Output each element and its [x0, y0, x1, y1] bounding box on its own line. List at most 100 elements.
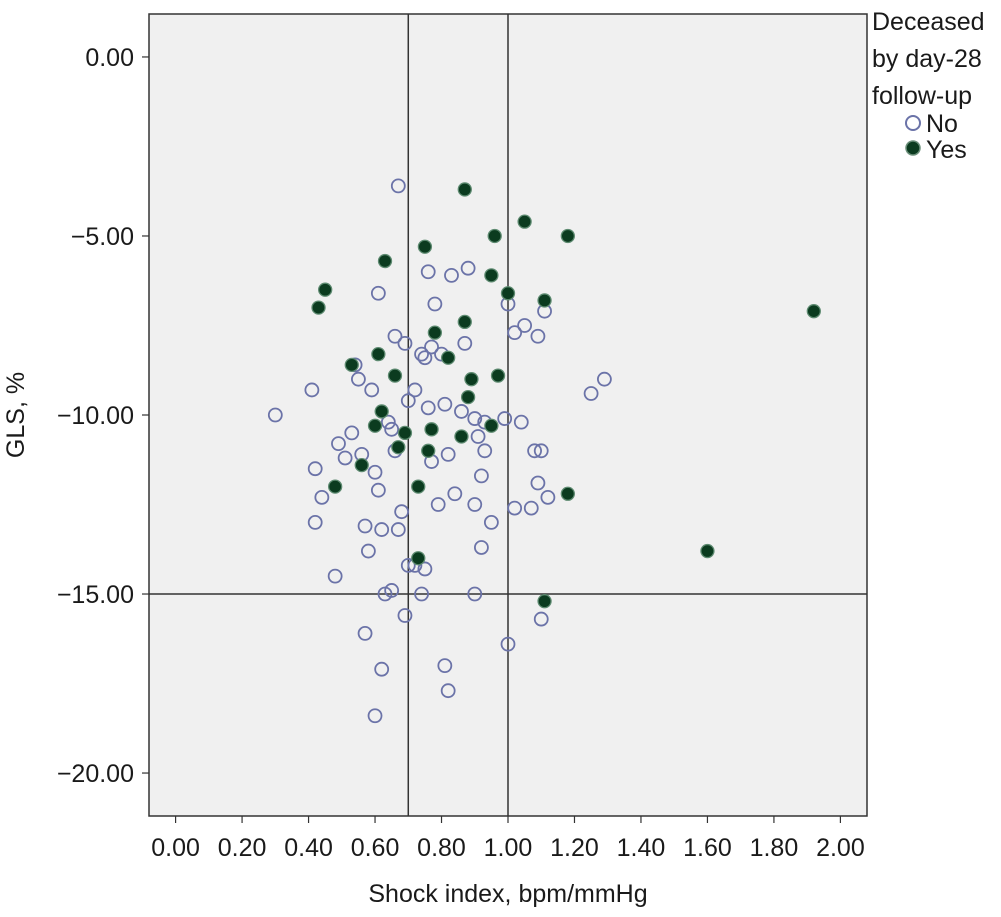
legend: Deceased by day-28 follow-up No Yes [872, 8, 985, 164]
point-yes [421, 443, 436, 458]
point-yes [371, 346, 386, 362]
point-no [420, 264, 436, 280]
point-no [447, 486, 463, 502]
point-yes [460, 389, 476, 405]
point-yes [411, 551, 426, 566]
legend-title-line-2: by day-28 [872, 45, 982, 73]
y-tick-label: −5.00 [71, 223, 134, 251]
y-axis: 0.00 −5.00 −10.00 −15.00 −20.00 [57, 44, 149, 788]
point-no [533, 611, 549, 627]
point-no [457, 335, 473, 351]
point-no [517, 318, 533, 333]
point-no [314, 489, 330, 505]
point-yes [441, 350, 456, 365]
point-yes [464, 372, 479, 387]
point-no [513, 414, 529, 430]
x-tick-label: 1.20 [550, 834, 599, 862]
point-yes [457, 182, 472, 197]
point-yes [560, 228, 575, 244]
x-tick-label: 0.20 [218, 834, 267, 862]
point-yes [311, 300, 326, 315]
x-tick-label: 2.00 [816, 834, 865, 862]
y-tick-label: 0.00 [85, 44, 134, 72]
point-no [367, 464, 383, 480]
point-no [530, 328, 546, 344]
point-no [307, 461, 323, 477]
point-no [387, 328, 403, 344]
point-no [367, 708, 383, 724]
point-yes [427, 325, 443, 340]
point-no [370, 482, 386, 498]
point-no [370, 285, 386, 301]
point-no [384, 583, 400, 598]
y-tick-label: −20.00 [57, 760, 134, 788]
point-no [500, 636, 516, 652]
point-no [533, 443, 549, 459]
legend-label-yes: Yes [926, 136, 967, 164]
point-yes [397, 425, 413, 441]
point-yes [537, 594, 552, 609]
x-tick-label: 1.40 [617, 834, 666, 862]
point-no [444, 267, 459, 283]
point-no [344, 425, 360, 441]
x-axis: 0.00 0.20 0.40 0.60 0.80 1.00 1.20 1.40 1.60 1.80… [151, 816, 865, 862]
point-yes [806, 304, 821, 319]
point-no [470, 429, 486, 444]
point-no [414, 586, 429, 602]
series-no-points [267, 178, 612, 724]
x-tick-label: 0.00 [151, 834, 200, 862]
point-no [467, 497, 483, 512]
y-tick-label: −15.00 [57, 581, 134, 609]
point-yes [377, 253, 393, 269]
point-no [460, 260, 476, 276]
point-no [414, 346, 429, 362]
point-yes [417, 239, 433, 254]
legend-marker-yes [905, 140, 921, 156]
point-no [407, 382, 423, 398]
point-no [477, 443, 493, 459]
point-no [427, 296, 443, 312]
point-yes [391, 440, 406, 455]
point-no [523, 500, 539, 516]
legend-marker-no [905, 115, 921, 131]
point-no [337, 450, 353, 466]
point-no [351, 371, 366, 387]
y-axis-title: GLS, % [2, 372, 30, 458]
x-axis-title: Shock index, bpm/mmHg [368, 880, 647, 908]
point-no [357, 518, 373, 534]
point-no [357, 626, 373, 641]
x-tick-label: 0.40 [284, 834, 333, 862]
point-no [304, 382, 320, 398]
point-no [474, 540, 489, 555]
point-no [327, 568, 343, 584]
point-yes [484, 268, 499, 283]
point-yes [424, 422, 439, 437]
point-no [417, 350, 433, 366]
point-no [440, 446, 456, 462]
point-no [384, 421, 400, 437]
point-yes [700, 543, 715, 559]
point-no [307, 515, 323, 530]
reference-lines [149, 14, 867, 816]
point-yes [537, 293, 552, 308]
x-tick-label: 0.60 [351, 834, 400, 862]
point-no [374, 661, 390, 677]
point-no [400, 393, 416, 409]
point-no [390, 522, 406, 537]
point-yes [490, 368, 506, 383]
point-yes [354, 457, 369, 473]
point-yes [560, 486, 575, 501]
point-no [430, 497, 446, 512]
point-no [417, 561, 433, 577]
point-no [474, 468, 489, 484]
point-no [454, 404, 469, 419]
point-no [467, 411, 483, 426]
point-no [497, 411, 513, 426]
point-yes [318, 282, 333, 297]
point-no [437, 658, 453, 674]
x-tick-label: 0.80 [417, 834, 466, 862]
point-yes [387, 368, 403, 383]
point-no [400, 557, 416, 573]
point-yes [487, 228, 502, 244]
